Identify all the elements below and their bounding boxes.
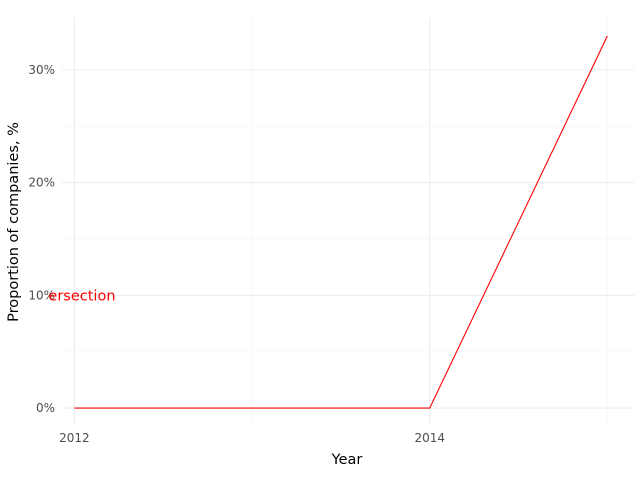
x-tick-label-0: 2012 bbox=[59, 431, 90, 445]
minor-gridlines bbox=[62, 18, 634, 425]
series-line-0 bbox=[74, 35, 608, 409]
x-axis-title: Year bbox=[331, 452, 363, 468]
y-tick-labels: 0% 10% 20% 30% bbox=[28, 63, 55, 415]
y-tick-label-0: 0% bbox=[36, 401, 55, 415]
annotations-group: ersection bbox=[48, 288, 115, 304]
y-tick-label-3: 30% bbox=[28, 63, 55, 77]
series-group bbox=[74, 35, 608, 409]
annotation-label-0: ersection bbox=[48, 288, 115, 304]
y-tick-label-2: 20% bbox=[28, 176, 55, 190]
major-gridlines bbox=[62, 18, 634, 425]
y-tick-label-1: 10% bbox=[28, 288, 55, 302]
y-axis-title: Proportion of companies, % bbox=[6, 122, 22, 322]
x-tick-labels: 2012 2014 bbox=[59, 431, 445, 445]
x-tick-label-1: 2014 bbox=[414, 431, 445, 445]
